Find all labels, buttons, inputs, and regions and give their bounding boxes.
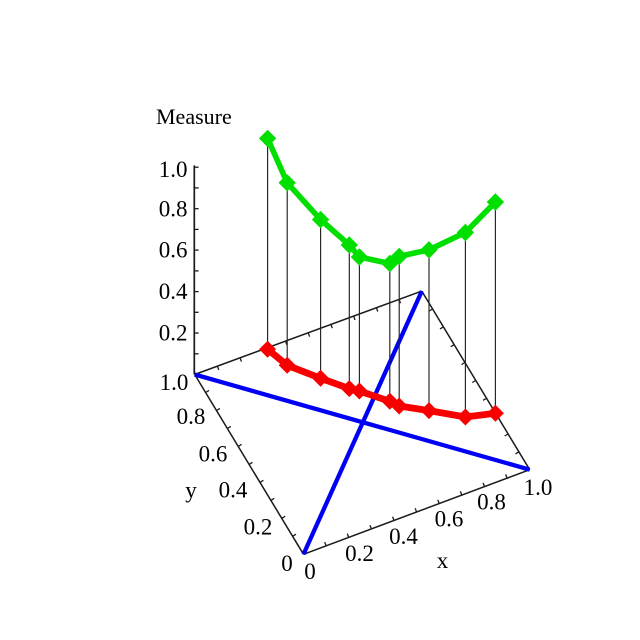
svg-text:0.6: 0.6 <box>435 507 464 532</box>
svg-text:0.2: 0.2 <box>159 321 188 346</box>
svg-text:0.8: 0.8 <box>477 490 506 515</box>
svg-text:0.6: 0.6 <box>159 238 188 263</box>
svg-text:0.6: 0.6 <box>199 442 228 467</box>
svg-text:0.8: 0.8 <box>177 404 206 429</box>
svg-text:1.0: 1.0 <box>160 370 189 395</box>
svg-text:y: y <box>185 478 197 503</box>
svg-text:0.4: 0.4 <box>219 478 248 503</box>
svg-text:0.4: 0.4 <box>159 279 188 304</box>
svg-text:x: x <box>437 548 449 573</box>
svg-text:0: 0 <box>304 559 316 584</box>
svg-text:0.4: 0.4 <box>389 524 418 549</box>
svg-text:0.2: 0.2 <box>244 515 273 540</box>
svg-text:1.0: 1.0 <box>524 475 553 500</box>
svg-text:0.2: 0.2 <box>345 541 374 566</box>
svg-text:Measure: Measure <box>156 104 232 129</box>
svg-text:0: 0 <box>281 551 293 576</box>
svg-text:0.8: 0.8 <box>159 196 188 221</box>
svg-text:1.0: 1.0 <box>159 157 188 182</box>
